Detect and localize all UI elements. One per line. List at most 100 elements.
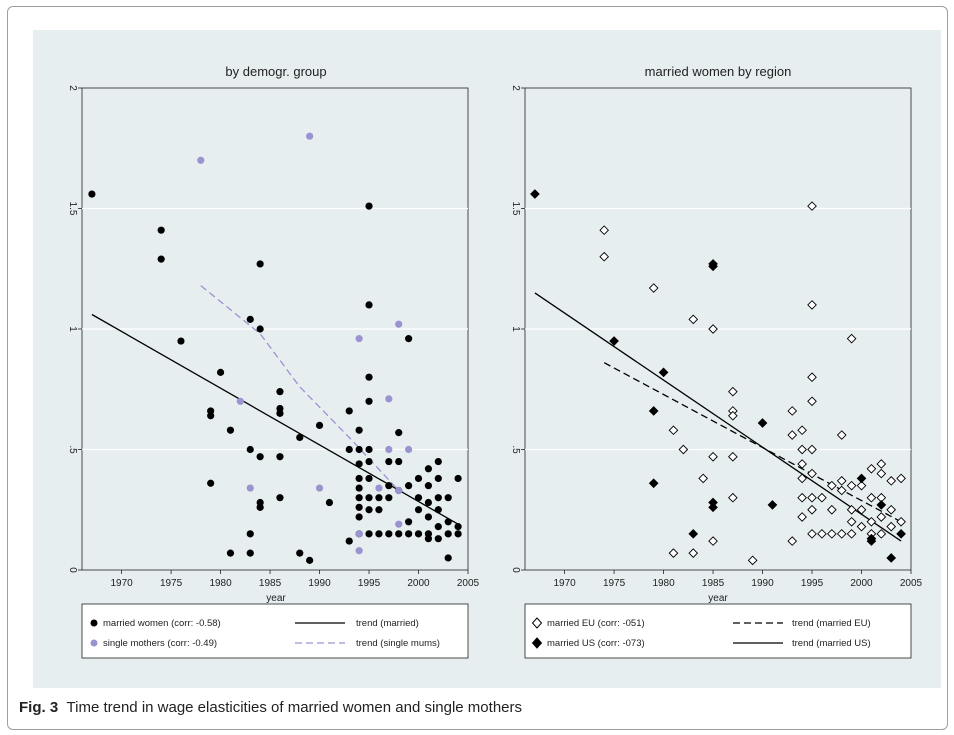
left-series-0-point <box>444 518 452 526</box>
right-series-0-point <box>797 492 807 503</box>
left-series-0-point <box>375 494 383 502</box>
right-series-0-point <box>896 516 906 527</box>
left-series-0-point <box>385 494 393 502</box>
left-series-0-point <box>325 498 334 507</box>
left-series-0-point <box>414 494 423 502</box>
left-series-0-point <box>405 335 413 343</box>
right-series-0-point <box>876 459 887 469</box>
right-series-0-point <box>728 451 738 462</box>
left-series-0-point <box>365 530 373 538</box>
left-legend-trend-married: trend (married) <box>356 618 419 629</box>
right-series-0-point <box>797 425 807 436</box>
right-series-0-point <box>648 283 659 293</box>
left-series-0-point <box>355 445 363 454</box>
right-series-0-point <box>826 529 837 539</box>
left-series-0-point <box>424 465 433 473</box>
left-series-0-point <box>424 535 433 543</box>
left-series-0-point <box>296 549 304 557</box>
left-series-0-point <box>226 549 235 557</box>
left-series-0-point <box>434 457 442 466</box>
right-xtick-label: 2005 <box>900 578 923 589</box>
right-series-0-point <box>807 468 817 479</box>
right-series-0-point <box>817 492 827 503</box>
left-legend-marker-single <box>90 639 98 647</box>
left-series-1-point <box>395 320 403 328</box>
right-series-0-point <box>728 492 738 503</box>
right-series-1-point <box>530 189 540 199</box>
right-series-0-point <box>599 225 610 236</box>
left-xtick-label: 1975 <box>160 578 183 589</box>
right-series-0-point <box>836 430 847 440</box>
left-series-0-point <box>454 474 462 483</box>
left-legend-marker-married <box>90 619 98 627</box>
right-series-0-point <box>668 548 679 558</box>
left-series-0-point <box>207 479 215 487</box>
right-xtick-label: 2000 <box>850 578 873 589</box>
left-series-0-point <box>355 460 363 468</box>
left-series-0-point <box>365 494 373 502</box>
left-series-1-point <box>395 520 403 528</box>
left-series-0-point <box>365 373 373 381</box>
right-series-0-point <box>599 251 610 262</box>
left-series-0-point <box>276 453 284 461</box>
right-series-0-point <box>728 386 738 397</box>
right-series-0-point <box>846 529 857 539</box>
right-series-0-point <box>797 444 807 455</box>
right-series-0-point <box>866 492 877 503</box>
panel-left: by demogr. group 0 .5 1 1.5 2 1970 1975 1980 19… <box>67 64 480 659</box>
left-series-0-point <box>256 453 264 461</box>
left-series-0-point <box>246 530 254 538</box>
left-ytick-label: 0 <box>67 567 78 573</box>
left-series-0-point <box>345 445 353 454</box>
right-series-0-point <box>836 529 847 539</box>
left-series-1-point <box>315 484 324 492</box>
right-series-1-point <box>866 536 877 546</box>
right-ytick-label: 1 <box>510 326 521 332</box>
right-series-0-point <box>787 406 798 416</box>
left-xtick-label: 1985 <box>259 578 282 589</box>
right-series-1-point <box>688 529 699 539</box>
panel-right: married women by region 0 .5 1 1.5 2 1970 197… <box>510 64 923 659</box>
right-series-0-point <box>747 555 758 566</box>
left-series-0-point <box>434 506 442 514</box>
right-series-1-point <box>708 502 718 513</box>
right-legend-trend-us: trend (married US) <box>792 638 871 649</box>
right-series-0-point <box>807 372 817 383</box>
left-series-0-point <box>355 503 363 511</box>
right-series-1-point <box>886 553 897 563</box>
right-series-0-point <box>896 473 906 484</box>
left-xtick-label: 2000 <box>407 578 430 589</box>
right-legend-trend-eu: trend (married EU) <box>792 618 871 629</box>
left-series-0-point <box>276 494 284 502</box>
left-series-0-point <box>355 474 363 483</box>
right-series-0-point <box>797 459 807 469</box>
right-series-1-point <box>648 406 659 416</box>
left-series-0-point <box>424 513 433 521</box>
right-series-0-point <box>846 504 857 515</box>
right-xtick-label: 1980 <box>652 578 675 589</box>
left-series-0-point <box>385 457 393 466</box>
left-series-1-point <box>236 397 244 405</box>
left-series-0-point <box>207 412 215 420</box>
right-series-1-point <box>648 478 659 489</box>
right-series-0-point <box>807 444 817 455</box>
left-series-1-point <box>197 156 205 164</box>
left-series-0-point <box>88 190 96 198</box>
right-series-1-point <box>609 336 619 346</box>
left-series-0-point <box>226 426 235 434</box>
right-series-0-point <box>797 473 807 484</box>
left-series-0-point <box>414 530 423 538</box>
left-series-0-point <box>414 506 423 514</box>
left-series-0-point <box>444 494 452 502</box>
right-legend-box <box>524 603 912 659</box>
left-series-0-point <box>434 494 442 502</box>
left-ytick-label: 1.5 <box>67 202 78 216</box>
right-xtick-label: 1985 <box>702 578 725 589</box>
left-series-0-point <box>345 537 353 545</box>
left-series-0-point <box>157 226 165 234</box>
left-series-0-point <box>276 388 284 396</box>
left-series-0-point <box>315 421 324 429</box>
left-series-0-point <box>365 506 373 514</box>
right-series-1-point <box>896 529 906 539</box>
left-series-0-point <box>454 523 462 531</box>
